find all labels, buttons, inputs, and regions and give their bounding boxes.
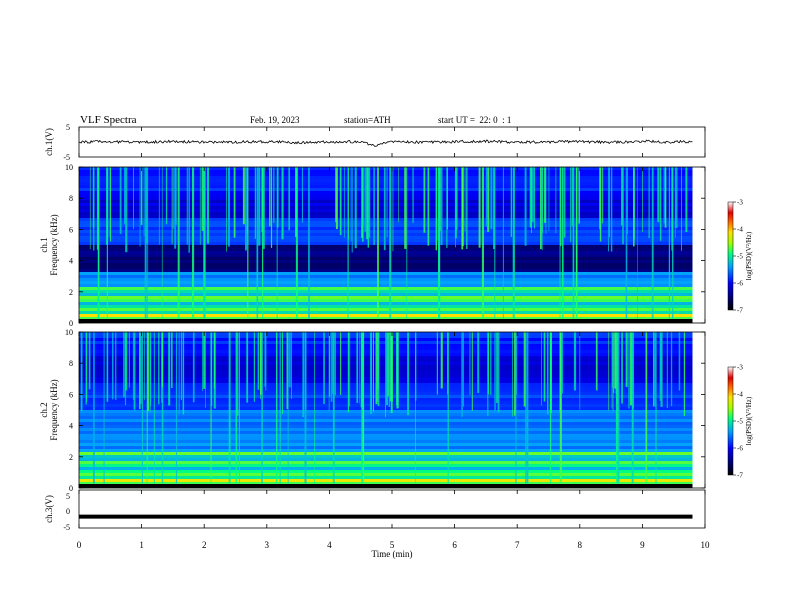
ch2-spectrogram-panel: 0 2 4 6 8 10 ch.2 Frequency (kHz) [39,328,706,493]
ch1-ytick-top: 5 [66,123,70,132]
ch1-waveform-trace [78,139,693,147]
ch2-ylabel-frequency: Frequency (kHz) [49,379,59,440]
ch3-waveform-panel: 5 0 -5 ch.3(V) [44,489,706,532]
frequency-tick-label: 8 [69,194,73,203]
ch1-waveform-panel: 5 -5 ch.1(V) [44,123,706,162]
frequency-tick-label: 4 [69,422,73,431]
time-tick-label: 1 [139,540,144,550]
frequency-tick-label: 10 [65,163,73,172]
colorbar-tick-label: -4 [737,226,743,234]
ch1-colorbar-gradient [727,201,734,311]
date-label: Feb. 19, 2023 [250,115,300,125]
ch1-ylabel-frequency: Frequency (kHz) [49,214,59,275]
frequency-tick-label: 4 [69,257,73,266]
colorbar-tick-label: -4 [737,391,743,399]
ch2-ylabel-channel: ch.2 [39,402,49,417]
ch1-spectrogram-image [79,167,705,324]
time-axis: 0 1 2 3 4 5 6 7 8 9 10 [77,127,710,550]
time-axis-label: Time (min) [372,549,413,559]
ch2-colorbar: -3 -4 -5 -6 -7 log(PSD)(V²/Hz) [727,364,753,480]
colorbar-tick-label: -6 [737,280,743,288]
time-tick-label: 3 [265,540,270,550]
frequency-tick-label: 2 [69,453,73,462]
time-tick-label: 10 [701,540,711,550]
ch3-ytick-mid: 0 [66,507,70,516]
time-tick-label: 7 [515,540,520,550]
ch1-ylabel-channel: ch.1 [39,237,49,252]
time-tick-label: 8 [578,540,583,550]
time-tick-label: 4 [327,540,332,550]
colorbar-tick-label: -3 [737,199,743,207]
colorbar-tick-label: -6 [737,445,743,453]
frequency-tick-label: 0 [69,319,73,328]
frequency-tick-label: 0 [69,484,73,493]
ch1-colorbar: -3 -4 -5 -6 -7 log(PSD)(V²/Hz) [727,199,753,315]
ch1-ytick-bottom: -5 [63,153,70,162]
ch2-colorbar-label: log(PSD)(V²/Hz) [745,396,753,445]
start-time-label: start UT = 22: 0 : 1 [438,115,511,125]
ch3-ytick-bottom: -5 [63,523,70,532]
station-label: station=ATH [344,115,391,125]
time-tick-label: 9 [640,540,645,550]
frequency-tick-label: 8 [69,359,73,368]
figure-title: VLF Spectra [80,114,137,126]
ch3-ytick-top: 5 [66,492,70,501]
ch2-spectrogram-image [79,332,705,489]
ch3-ylabel: ch.3(V) [44,495,54,523]
colorbar-tick-label: -7 [737,472,743,480]
colorbar-tick-label: -5 [737,253,743,261]
time-tick-label: 2 [202,540,207,550]
time-tick-label: 5 [390,540,395,550]
time-tick-label: 0 [77,540,82,550]
time-tick-label: 6 [452,540,457,550]
ch1-spectrogram-panel: 0 2 4 6 8 10 ch.1 Frequency (kHz) [39,163,706,328]
frequency-tick-label: 10 [65,328,73,337]
ch3-waveform-frame [78,489,706,529]
ch1-ylabel: ch.1(V) [44,128,54,156]
colorbar-tick-label: -3 [737,364,743,372]
colorbar-tick-label: -7 [737,307,743,315]
colorbar-tick-label: -5 [737,418,743,426]
ch2-colorbar-gradient [727,366,734,476]
frequency-tick-label: 6 [69,225,73,234]
frequency-tick-label: 2 [69,288,73,297]
frequency-tick-label: 6 [69,390,73,399]
ch1-colorbar-label: log(PSD)(V²/Hz) [745,231,753,280]
